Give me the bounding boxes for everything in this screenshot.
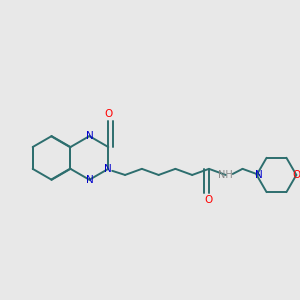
Text: N: N <box>85 131 93 141</box>
Text: O: O <box>205 195 213 205</box>
Text: N: N <box>255 170 263 180</box>
Text: O: O <box>104 109 112 119</box>
Text: N: N <box>85 175 93 185</box>
Text: NH: NH <box>218 170 233 180</box>
Text: N: N <box>104 164 112 174</box>
Text: O: O <box>292 170 300 180</box>
